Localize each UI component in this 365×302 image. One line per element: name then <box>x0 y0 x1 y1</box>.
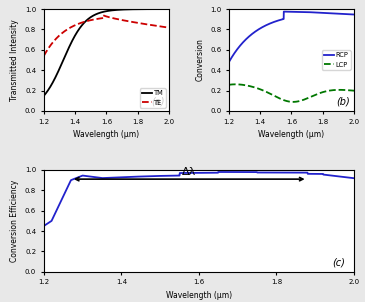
RCP <box>227 60 231 64</box>
X-axis label: Wavelength (μm): Wavelength (μm) <box>258 130 324 139</box>
RCP <box>282 10 286 13</box>
RCP <box>277 18 282 22</box>
LCP <box>240 83 244 87</box>
RCP <box>239 42 244 46</box>
RCP <box>324 11 329 15</box>
Text: (a): (a) <box>151 97 165 107</box>
TM <box>97 11 101 15</box>
LCP <box>291 100 295 104</box>
TE <box>142 22 146 26</box>
X-axis label: Wavelength (μm): Wavelength (μm) <box>73 130 139 139</box>
TM <box>54 73 59 77</box>
LCP <box>327 89 331 92</box>
RCP <box>352 13 356 16</box>
Y-axis label: Transmitted Intensity: Transmitted Intensity <box>10 19 19 101</box>
Line: RCP: RCP <box>229 11 354 62</box>
Text: Δλ: Δλ <box>182 167 196 177</box>
LCP <box>324 89 329 93</box>
TM <box>92 13 97 17</box>
Legend: RCP, LCP: RCP, LCP <box>322 50 351 70</box>
TM <box>167 7 171 11</box>
TE <box>167 26 171 30</box>
TE <box>54 36 59 40</box>
RCP <box>282 10 287 13</box>
TM <box>127 8 132 11</box>
Text: (c): (c) <box>332 258 345 268</box>
LCP <box>233 82 238 86</box>
TM <box>42 94 46 98</box>
LCP <box>313 93 317 97</box>
Line: TE: TE <box>44 15 169 56</box>
Y-axis label: Conversion Efficiency: Conversion Efficiency <box>10 180 19 262</box>
LCP <box>352 89 356 92</box>
TE <box>128 20 132 23</box>
TE <box>101 13 105 17</box>
Y-axis label: Conversion: Conversion <box>196 39 204 82</box>
TM <box>139 7 143 11</box>
LCP <box>282 98 287 102</box>
TM <box>141 7 146 11</box>
TE <box>139 22 144 25</box>
RCP <box>327 11 331 15</box>
RCP <box>313 11 317 14</box>
Legend: TM, TE: TM, TE <box>140 88 166 108</box>
Text: (b): (b) <box>337 97 350 107</box>
TE <box>97 17 101 21</box>
TE <box>92 18 97 21</box>
TE <box>42 54 46 58</box>
X-axis label: Wavelength (μm): Wavelength (μm) <box>166 291 232 300</box>
Line: TM: TM <box>44 9 169 96</box>
LCP <box>227 83 231 87</box>
LCP <box>277 97 282 100</box>
Line: LCP: LCP <box>229 84 354 102</box>
